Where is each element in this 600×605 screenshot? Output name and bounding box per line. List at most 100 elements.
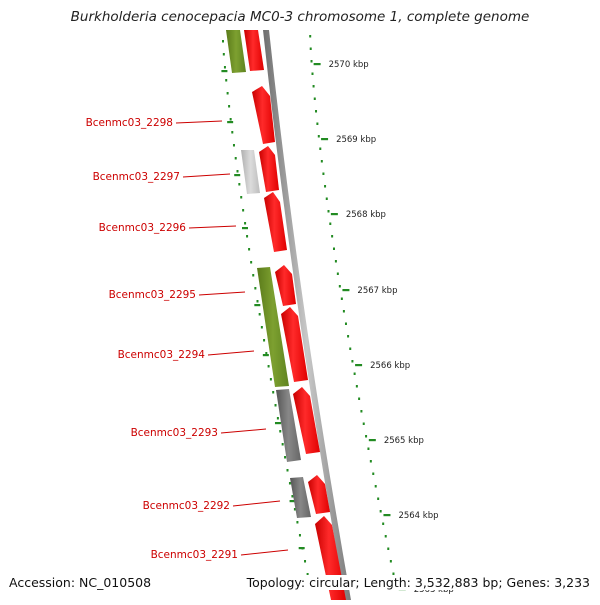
gene-bcenmc03-2294[interactable]: [281, 307, 308, 382]
gene-label[interactable]: Bcenmc03_2293: [131, 427, 218, 439]
gene-labels: Bcenmc03_2298 Bcenmc03_2297 Bcenmc03_2296 B…: [86, 117, 289, 561]
strand-dot: [229, 118, 232, 121]
strand-dot: [291, 495, 294, 498]
gene-label[interactable]: Bcenmc03_2291: [151, 549, 238, 561]
scale-dot: [309, 35, 312, 38]
scale-label: 2567 kbp: [357, 286, 397, 296]
strand-dot: [246, 235, 249, 238]
strand-dot: [293, 508, 296, 511]
gene-leader-line: [240, 549, 289, 556]
gene-label[interactable]: Bcenmc03_2295: [109, 289, 196, 301]
scale-dot: [392, 572, 395, 575]
scale-dot: [317, 135, 320, 138]
scale-dot: [377, 497, 380, 500]
gene-label[interactable]: Bcenmc03_2292: [143, 500, 230, 512]
scale-major-tick: [342, 289, 350, 292]
scale-dot: [331, 235, 334, 238]
gene-bcenmc03-2292-gray[interactable]: [290, 477, 311, 518]
scale-dot: [379, 510, 382, 513]
scale-dot: [369, 460, 372, 463]
scale-major-tick: [383, 514, 391, 517]
gene-bcenmc03-2293-gray[interactable]: [276, 389, 301, 462]
accession-text: Accession: NC_010508: [9, 575, 152, 590]
scale-dot: [316, 122, 319, 125]
gene-label[interactable]: Bcenmc03_2294: [118, 349, 206, 361]
strand-tick: [262, 354, 269, 357]
gene-leader-line: [175, 120, 223, 124]
gene-bcenmc03-2298[interactable]: [252, 86, 275, 144]
strand-dot: [296, 521, 299, 524]
strand-dot: [234, 157, 237, 160]
strand-dot: [252, 274, 255, 277]
scale-dot: [353, 372, 356, 375]
scale-dot: [347, 335, 350, 338]
strand-dot: [225, 79, 228, 82]
scale-dot: [325, 197, 328, 200]
scale-major-tick: [368, 439, 376, 442]
scale-dot: [334, 260, 337, 263]
scale-dot: [319, 147, 322, 150]
gene-label[interactable]: Bcenmc03_2297: [93, 171, 180, 183]
scale-dot: [389, 560, 392, 563]
strand-dot: [272, 391, 275, 394]
strand-dot: [267, 365, 270, 368]
scale-dot: [324, 185, 327, 188]
strand-tick: [241, 227, 248, 230]
scale-dot: [315, 110, 318, 113]
scale-label: 2568 kbp: [346, 210, 386, 220]
scale-dot: [360, 410, 363, 413]
gene-bcenmc03-2296[interactable]: [264, 192, 287, 252]
scale-dot: [374, 485, 377, 488]
scale-dot: [382, 522, 385, 525]
strand-dot: [231, 131, 234, 134]
strand-tick: [254, 304, 261, 307]
scale-major-tick: [330, 213, 338, 216]
gene-bcenmc03-2293[interactable]: [293, 387, 320, 454]
gene-bcenmc03-2297[interactable]: [259, 146, 279, 192]
strand-dot: [248, 248, 251, 251]
chromosome-backbone: [263, 30, 351, 600]
scale-major-tick: [313, 63, 321, 66]
scale-label: 2566 kbp: [370, 361, 410, 371]
scale-dot: [349, 347, 352, 350]
strand-tick: [289, 500, 296, 503]
scale-dot: [362, 422, 365, 425]
strand-dot: [306, 573, 309, 576]
gene-bcenmc03-2294-olive[interactable]: [257, 267, 289, 387]
strand-dot: [222, 40, 224, 43]
strand-tick: [234, 174, 241, 177]
scale-label: 2565 kbp: [384, 436, 424, 446]
gene-bcenmc03-2295[interactable]: [275, 265, 296, 306]
scale-dot: [372, 472, 375, 475]
scale-dot: [310, 60, 313, 63]
gene-bcenmc03-2297-gray[interactable]: [241, 150, 260, 194]
strand-dot: [269, 378, 272, 381]
scale-dot: [329, 222, 332, 225]
strand-tick: [227, 121, 234, 124]
strand-dot: [254, 287, 257, 290]
gene-red-top[interactable]: [244, 30, 264, 71]
gene-label[interactable]: Bcenmc03_2296: [99, 222, 187, 234]
gene-label[interactable]: Bcenmc03_2298: [86, 117, 173, 129]
strand-tick: [298, 547, 305, 550]
gene-leader-line: [220, 428, 267, 434]
strand-dot: [226, 92, 229, 95]
strand-dot: [232, 144, 235, 147]
strand-dot: [260, 326, 263, 329]
strand-tick: [274, 422, 281, 425]
scale-dot: [312, 85, 315, 88]
strand-ruler: [221, 40, 312, 589]
scale-dot: [309, 47, 312, 50]
scale-label: 2564 kbp: [398, 511, 438, 521]
strand-dot: [281, 443, 284, 446]
scale-dot: [320, 160, 323, 163]
gene-leader-line: [232, 500, 281, 507]
strand-dot: [256, 300, 259, 303]
strand-dot: [228, 105, 231, 108]
scale-dot: [327, 210, 330, 213]
gene-olive-top[interactable]: [226, 30, 246, 73]
gene-bcenmc03-2292[interactable]: [308, 475, 330, 514]
map-title: Burkholderia cenocepacia MC0-3 chromosom…: [70, 9, 530, 25]
scale-dot: [338, 285, 341, 288]
